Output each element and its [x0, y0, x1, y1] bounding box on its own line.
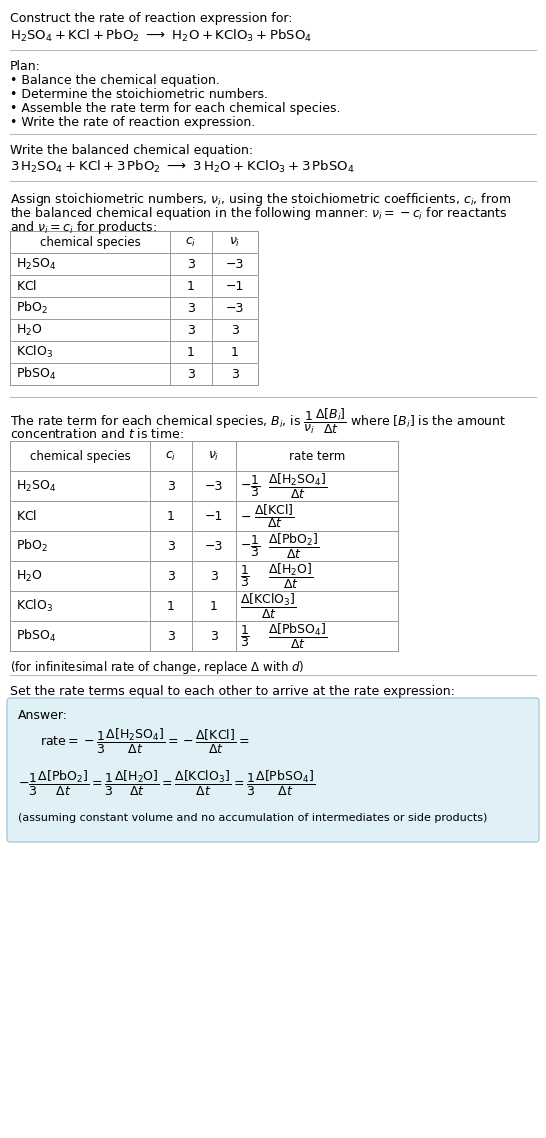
FancyBboxPatch shape — [7, 698, 539, 842]
Text: chemical species: chemical species — [40, 236, 140, 248]
Text: $\mathrm{KCl}$: $\mathrm{KCl}$ — [16, 279, 37, 292]
Text: 3: 3 — [187, 323, 195, 337]
Text: $-\dfrac{1}{3}\dfrac{\Delta[\mathrm{PbO_2}]}{\Delta t} = \dfrac{1}{3}\dfrac{\Del: $-\dfrac{1}{3}\dfrac{\Delta[\mathrm{PbO_… — [18, 769, 315, 798]
Text: $\dfrac{\Delta[\mathrm{H_2SO_4}]}{\Delta t}$: $\dfrac{\Delta[\mathrm{H_2SO_4}]}{\Delta… — [268, 471, 328, 501]
Text: 3: 3 — [231, 368, 239, 380]
Text: • Write the rate of reaction expression.: • Write the rate of reaction expression. — [10, 116, 255, 129]
Text: Answer:: Answer: — [18, 709, 68, 721]
Text: (assuming constant volume and no accumulation of intermediates or side products): (assuming constant volume and no accumul… — [18, 813, 488, 823]
Text: 3: 3 — [167, 629, 175, 643]
Text: −1: −1 — [205, 510, 223, 522]
Text: $\mathrm{H_2SO_4}$: $\mathrm{H_2SO_4}$ — [16, 478, 56, 494]
Text: $\dfrac{1}{3}$: $\dfrac{1}{3}$ — [240, 622, 250, 649]
Text: $\mathrm{H_2O}$: $\mathrm{H_2O}$ — [16, 569, 43, 584]
Text: 3: 3 — [187, 302, 195, 314]
Text: $\mathrm{KClO_3}$: $\mathrm{KClO_3}$ — [16, 597, 53, 615]
Text: Assign stoichiometric numbers, $\nu_i$, using the stoichiometric coefficients, $: Assign stoichiometric numbers, $\nu_i$, … — [10, 191, 511, 208]
Text: $-$: $-$ — [240, 510, 251, 522]
Text: $\mathrm{H_2SO_4 + KCl + PbO_2\ \longrightarrow\ H_2O + KClO_3 + PbSO_4}$: $\mathrm{H_2SO_4 + KCl + PbO_2\ \longrig… — [10, 28, 312, 44]
Text: $c_i$: $c_i$ — [165, 450, 177, 462]
Text: $-\dfrac{1}{3}$: $-\dfrac{1}{3}$ — [240, 533, 260, 559]
Text: 1: 1 — [167, 510, 175, 522]
Text: $\dfrac{\Delta[\mathrm{PbSO_4}]}{\Delta t}$: $\dfrac{\Delta[\mathrm{PbSO_4}]}{\Delta … — [268, 621, 328, 651]
Text: −3: −3 — [226, 302, 244, 314]
Text: $\mathrm{KClO_3}$: $\mathrm{KClO_3}$ — [16, 344, 53, 360]
Text: 1: 1 — [187, 280, 195, 292]
Text: Write the balanced chemical equation:: Write the balanced chemical equation: — [10, 145, 253, 157]
Bar — [10, 442, 398, 651]
Text: 3: 3 — [167, 569, 175, 583]
Text: $-\dfrac{1}{3}$: $-\dfrac{1}{3}$ — [240, 473, 260, 498]
Text: 1: 1 — [210, 600, 218, 612]
Text: $\dfrac{1}{3}$: $\dfrac{1}{3}$ — [240, 563, 250, 589]
Text: $\mathrm{PbSO_4}$: $\mathrm{PbSO_4}$ — [16, 366, 56, 382]
Text: $\nu_i$: $\nu_i$ — [209, 450, 219, 462]
Text: Set the rate terms equal to each other to arrive at the rate expression:: Set the rate terms equal to each other t… — [10, 685, 455, 698]
Text: $\mathrm{PbO_2}$: $\mathrm{PbO_2}$ — [16, 300, 48, 316]
Text: $\dfrac{\Delta[\mathrm{H_2O}]}{\Delta t}$: $\dfrac{\Delta[\mathrm{H_2O}]}{\Delta t}… — [268, 561, 313, 591]
Text: $c_i$: $c_i$ — [186, 236, 197, 248]
Text: the balanced chemical equation in the following manner: $\nu_i = -c_i$ for react: the balanced chemical equation in the fo… — [10, 205, 507, 222]
Text: and $\nu_i = c_i$ for products:: and $\nu_i = c_i$ for products: — [10, 218, 157, 236]
Text: 3: 3 — [187, 368, 195, 380]
Text: 1: 1 — [231, 346, 239, 358]
Text: The rate term for each chemical species, $B_i$, is $\dfrac{1}{\nu_i}\dfrac{\Delt: The rate term for each chemical species,… — [10, 407, 506, 436]
Text: $\mathrm{KCl}$: $\mathrm{KCl}$ — [16, 509, 37, 523]
Text: 1: 1 — [167, 600, 175, 612]
Text: −1: −1 — [226, 280, 244, 292]
Text: $\mathrm{PbSO_4}$: $\mathrm{PbSO_4}$ — [16, 628, 56, 644]
Text: rate term: rate term — [289, 450, 345, 462]
Text: 3: 3 — [167, 539, 175, 553]
Text: $\dfrac{\Delta[\mathrm{PbO_2}]}{\Delta t}$: $\dfrac{\Delta[\mathrm{PbO_2}]}{\Delta t… — [268, 531, 319, 561]
Text: 1: 1 — [187, 346, 195, 358]
Text: −3: −3 — [226, 257, 244, 271]
Text: 3: 3 — [231, 323, 239, 337]
Text: • Determine the stoichiometric numbers.: • Determine the stoichiometric numbers. — [10, 88, 268, 101]
Text: $\mathrm{rate} = -\dfrac{1}{3}\dfrac{\Delta[\mathrm{H_2SO_4}]}{\Delta t} = -\dfr: $\mathrm{rate} = -\dfrac{1}{3}\dfrac{\De… — [40, 727, 250, 756]
Text: −3: −3 — [205, 479, 223, 493]
Text: −3: −3 — [205, 539, 223, 553]
Text: Plan:: Plan: — [10, 60, 41, 73]
Text: $\nu_i$: $\nu_i$ — [229, 236, 241, 248]
Text: $\mathrm{H_2SO_4}$: $\mathrm{H_2SO_4}$ — [16, 256, 56, 272]
Text: 3: 3 — [210, 569, 218, 583]
Text: $\mathrm{PbO_2}$: $\mathrm{PbO_2}$ — [16, 538, 48, 554]
Text: 3: 3 — [167, 479, 175, 493]
Text: concentration and $t$ is time:: concentration and $t$ is time: — [10, 427, 184, 442]
Text: $\dfrac{\Delta[\mathrm{KCl}]}{\Delta t}$: $\dfrac{\Delta[\mathrm{KCl}]}{\Delta t}$ — [254, 502, 295, 530]
Bar — [10, 231, 258, 385]
Text: $\mathrm{3\,H_2SO_4 + KCl + 3\,PbO_2\ \longrightarrow\ 3\,H_2O + KClO_3 + 3\,PbS: $\mathrm{3\,H_2SO_4 + KCl + 3\,PbO_2\ \l… — [10, 159, 354, 175]
Text: $\mathrm{H_2O}$: $\mathrm{H_2O}$ — [16, 322, 43, 338]
Text: • Balance the chemical equation.: • Balance the chemical equation. — [10, 74, 220, 86]
Text: • Assemble the rate term for each chemical species.: • Assemble the rate term for each chemic… — [10, 102, 341, 115]
Text: (for infinitesimal rate of change, replace $\Delta$ with $d$): (for infinitesimal rate of change, repla… — [10, 659, 305, 676]
Text: 3: 3 — [187, 257, 195, 271]
Text: chemical species: chemical species — [29, 450, 130, 462]
Text: $\dfrac{\Delta[\mathrm{KClO_3}]}{\Delta t}$: $\dfrac{\Delta[\mathrm{KClO_3}]}{\Delta … — [240, 592, 296, 620]
Text: Construct the rate of reaction expression for:: Construct the rate of reaction expressio… — [10, 13, 293, 25]
Text: 3: 3 — [210, 629, 218, 643]
